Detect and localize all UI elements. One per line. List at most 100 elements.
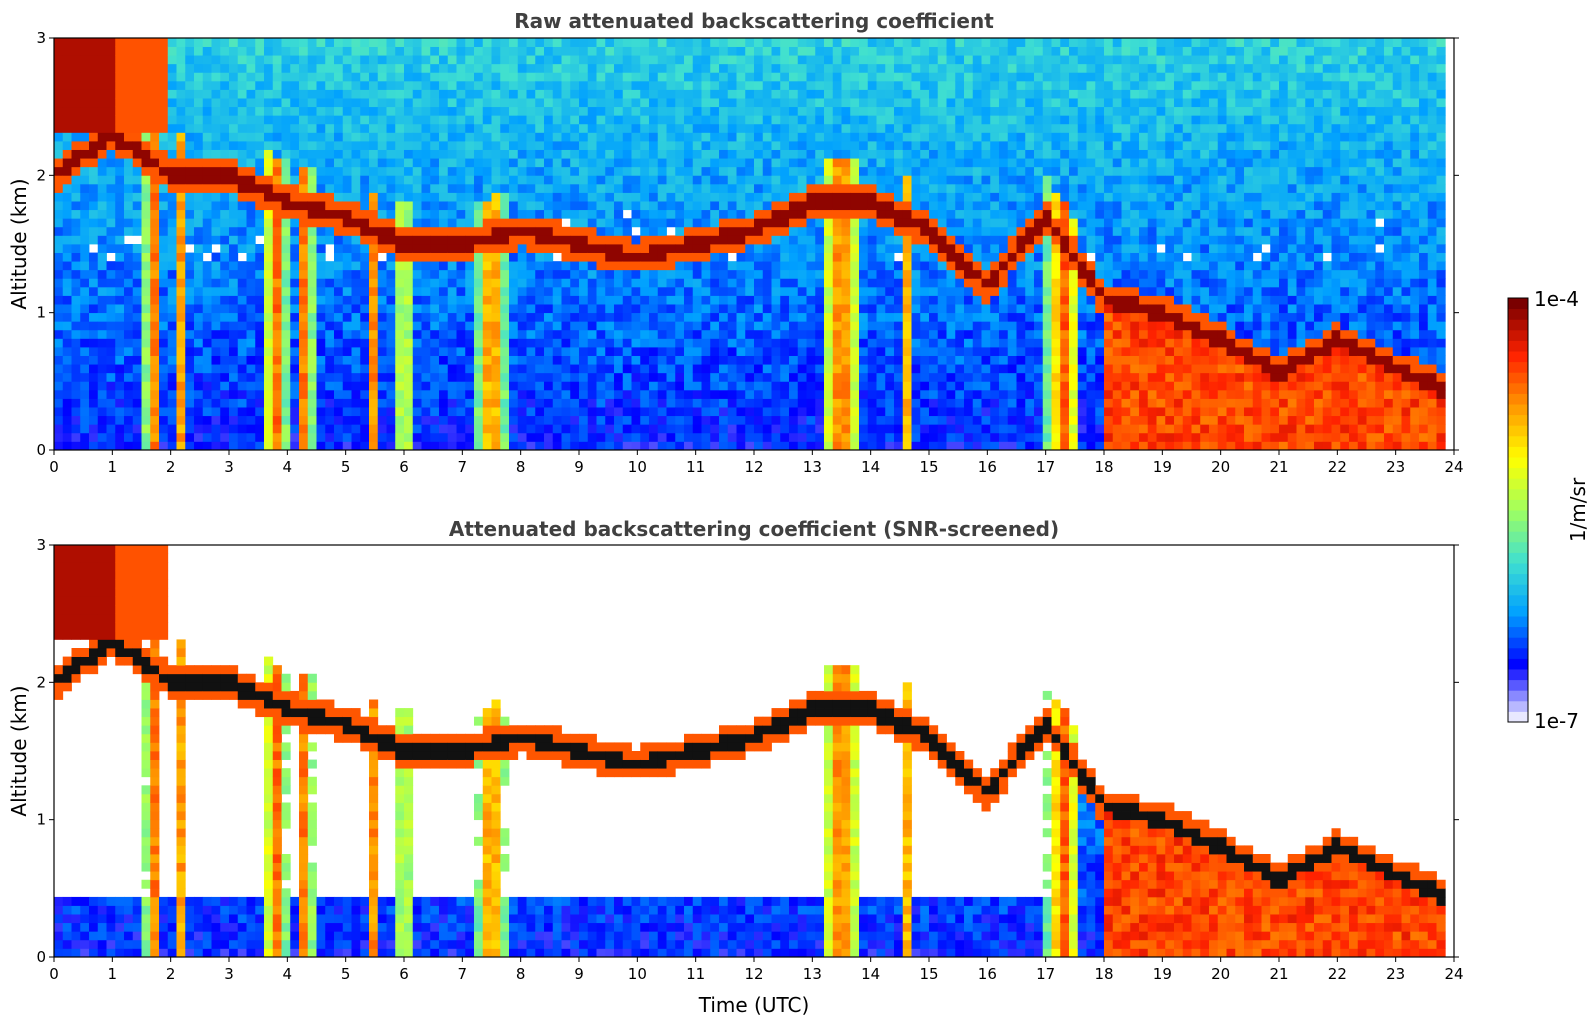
- heatmap-cell: [237, 432, 247, 442]
- heatmap-cell: [649, 347, 659, 356]
- heatmap-cell: [640, 381, 650, 391]
- heatmap-cell: [404, 407, 414, 417]
- heatmap-cell: [176, 407, 186, 417]
- heatmap-cell: [307, 286, 317, 296]
- heatmap-cell: [194, 106, 204, 116]
- heatmap-cell: [176, 295, 186, 305]
- heatmap-cell: [124, 123, 134, 133]
- heatmap-cell: [867, 441, 877, 450]
- heatmap-cell: [815, 329, 825, 339]
- heatmap-cell: [544, 398, 554, 408]
- heatmap-cell: [964, 389, 974, 399]
- heatmap-cell: [97, 46, 107, 56]
- heatmap-cell: [369, 80, 379, 90]
- heatmap-cell: [290, 123, 300, 133]
- heatmap-cell: [955, 106, 965, 116]
- heatmap-cell: [727, 72, 737, 82]
- heatmap-cell: [124, 201, 134, 211]
- heatmap-cell: [482, 441, 492, 450]
- heatmap-cell: [850, 372, 860, 382]
- heatmap-cell: [964, 441, 974, 450]
- heatmap-cell: [596, 286, 606, 296]
- heatmap-cell: [211, 166, 221, 176]
- heatmap-cell: [421, 72, 431, 82]
- heatmap-cell: [815, 424, 825, 434]
- heatmap-cell: [474, 183, 484, 193]
- heatmap-cell: [351, 295, 361, 305]
- heatmap-cell: [692, 269, 702, 279]
- heatmap-cell: [587, 72, 597, 82]
- heatmap-cell: [719, 441, 729, 450]
- heatmap-cell: [194, 424, 204, 434]
- heatmap-cell: [404, 80, 414, 90]
- heatmap-cell: [727, 80, 737, 90]
- heatmap-cell: [159, 441, 169, 450]
- heatmap-cell: [806, 312, 816, 322]
- heatmap-cell: [780, 432, 790, 442]
- heatmap-cell: [500, 372, 510, 382]
- heatmap-cell: [657, 269, 667, 279]
- heatmap-cell: [885, 407, 895, 417]
- heatmap-cell: [491, 347, 501, 356]
- heatmap-cell: [159, 175, 169, 185]
- heatmap-cell: [946, 424, 956, 434]
- heatmap-cell: [666, 278, 676, 288]
- heatmap-cell: [841, 398, 851, 408]
- heatmap-cell: [579, 226, 589, 236]
- heatmap-cell: [736, 407, 746, 417]
- heatmap-cell: [780, 355, 790, 365]
- heatmap-cell: [797, 166, 807, 176]
- heatmap-cell: [544, 72, 554, 82]
- heatmap-cell: [937, 175, 947, 185]
- heatmap-cell: [902, 235, 912, 245]
- heatmap-cell: [605, 201, 615, 211]
- heatmap-cell: [115, 192, 125, 202]
- heatmap-cell: [237, 415, 247, 425]
- heatmap-cell: [150, 166, 160, 176]
- heatmap-cell: [124, 261, 134, 271]
- heatmap-cell: [552, 424, 562, 434]
- heatmap-cell: [666, 252, 676, 262]
- heatmap-cell: [736, 424, 746, 434]
- heatmap-cell: [675, 355, 685, 365]
- heatmap-cell: [832, 304, 842, 314]
- heatmap-cell: [430, 329, 440, 339]
- heatmap-cell: [544, 166, 554, 176]
- heatmap-cell: [255, 149, 265, 159]
- heatmap-cell: [167, 364, 177, 374]
- heatmap-cell: [789, 141, 799, 150]
- heatmap-cell: [640, 364, 650, 374]
- heatmap-cell: [220, 278, 230, 288]
- heatmap-cell: [150, 269, 160, 279]
- heatmap-cell: [727, 132, 737, 142]
- heatmap-cell: [229, 269, 239, 279]
- heatmap-cell: [246, 269, 256, 279]
- heatmap-cell: [675, 338, 685, 348]
- heatmap-cell: [824, 372, 834, 382]
- heatmap-cell: [421, 347, 431, 356]
- heatmap-cell: [97, 441, 107, 450]
- heatmap-cell: [377, 424, 387, 434]
- heatmap-cell: [867, 372, 877, 382]
- heatmap-cell: [272, 304, 282, 314]
- heatmap-cell: [596, 312, 606, 322]
- heatmap-cell: [369, 295, 379, 305]
- heatmap-cell: [815, 347, 825, 356]
- heatmap-cell: [325, 278, 335, 288]
- heatmap-cell: [360, 347, 370, 356]
- heatmap-cell: [377, 398, 387, 408]
- heatmap-cell: [124, 89, 134, 99]
- heatmap-cell: [386, 115, 396, 125]
- heatmap-cell: [386, 407, 396, 417]
- heatmap-cell: [491, 235, 501, 245]
- heatmap-cell: [369, 407, 379, 417]
- heatmap-cell: [736, 80, 746, 90]
- heatmap-cell: [762, 312, 772, 322]
- heatmap-cell: [307, 123, 317, 133]
- heatmap-cell: [395, 226, 405, 236]
- heatmap-cell: [281, 312, 291, 322]
- heatmap-cell: [106, 226, 116, 236]
- heatmap-cell: [526, 278, 536, 288]
- heatmap-cell: [465, 278, 475, 288]
- heatmap-cell: [824, 209, 834, 219]
